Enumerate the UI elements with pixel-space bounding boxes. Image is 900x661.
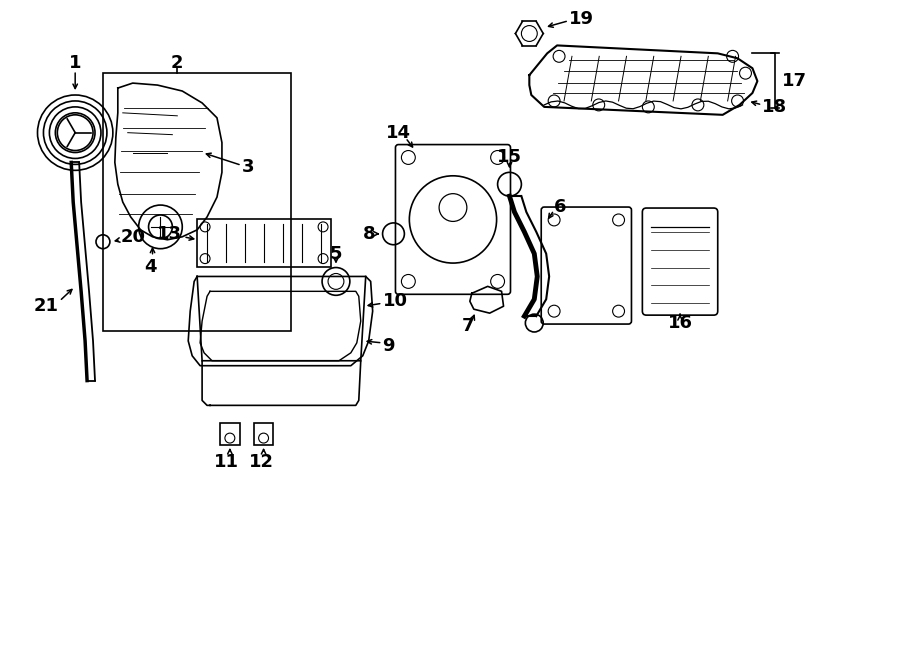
Text: 1: 1 (69, 54, 81, 72)
Text: 8: 8 (363, 225, 375, 243)
Bar (254, 423, 274, 445)
Text: 5: 5 (329, 245, 342, 262)
Text: 20: 20 (121, 228, 146, 246)
Text: 16: 16 (668, 314, 693, 332)
Text: 6: 6 (554, 198, 567, 216)
Text: 19: 19 (569, 10, 594, 28)
Bar (197, 219, 331, 266)
Text: 2: 2 (171, 54, 184, 72)
Text: 10: 10 (382, 292, 408, 310)
Text: 11: 11 (214, 453, 239, 471)
Text: 21: 21 (33, 297, 58, 315)
Bar (220, 423, 239, 445)
Text: 7: 7 (462, 317, 474, 335)
Circle shape (58, 115, 93, 151)
Text: 17: 17 (782, 72, 807, 90)
Text: 4: 4 (144, 258, 157, 276)
Text: 15: 15 (497, 149, 522, 167)
Text: 14: 14 (386, 124, 411, 141)
Text: 13: 13 (158, 225, 183, 243)
Bar (103, 73, 292, 331)
Text: 12: 12 (249, 453, 274, 471)
Text: 9: 9 (382, 337, 395, 355)
Text: 18: 18 (762, 98, 788, 116)
Text: 3: 3 (242, 159, 255, 176)
